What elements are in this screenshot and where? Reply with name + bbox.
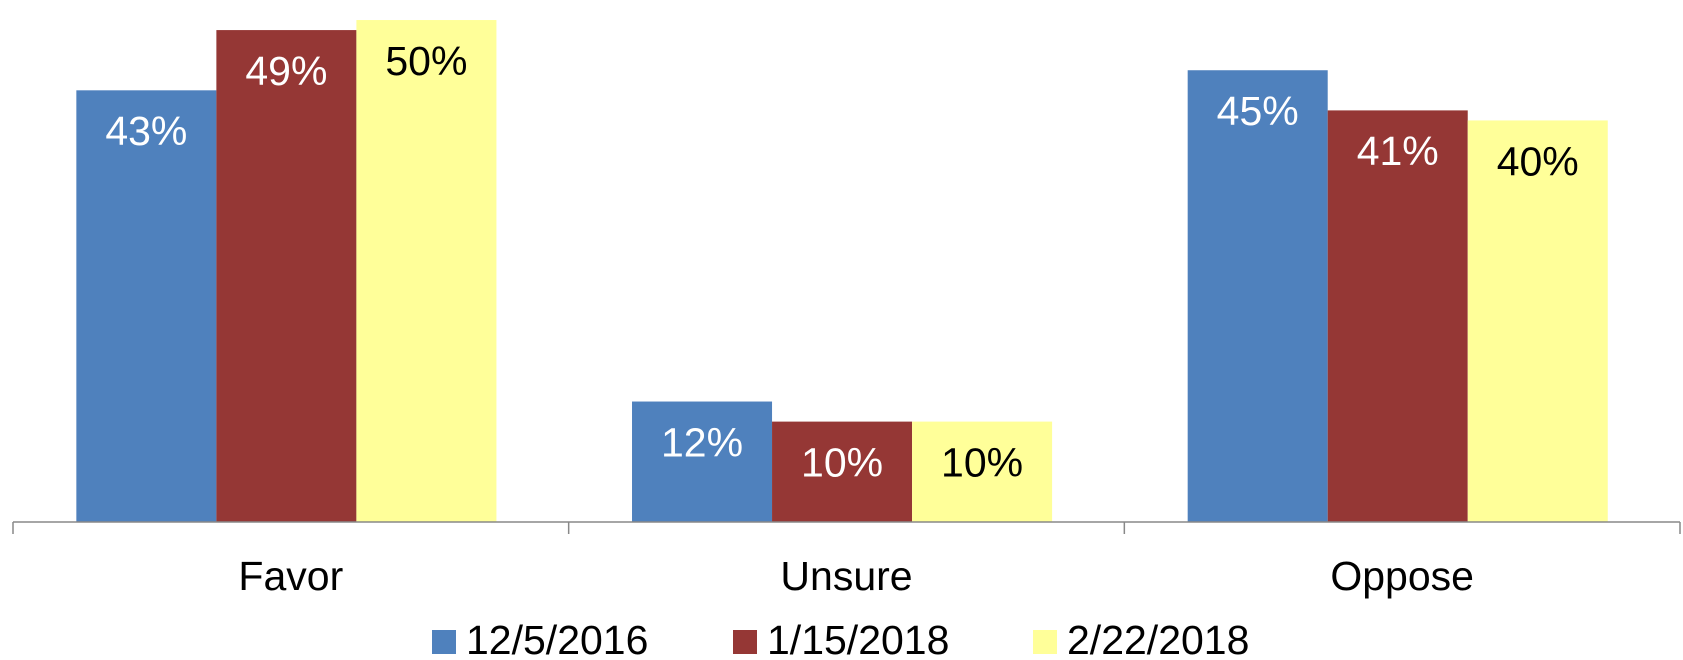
x-tick-label: Oppose	[1330, 553, 1474, 599]
x-tick-label: Unsure	[780, 553, 912, 599]
legend-label: 1/15/2018	[767, 617, 949, 660]
bar	[216, 30, 357, 523]
bar	[356, 20, 497, 522]
bar	[912, 421, 1053, 522]
data-label: 43%	[105, 108, 187, 154]
data-label: 40%	[1497, 138, 1579, 184]
x-tick-label: Favor	[238, 553, 343, 599]
bar	[1467, 120, 1608, 523]
data-label: 12%	[661, 419, 743, 465]
bar	[632, 401, 773, 522]
bar	[1327, 110, 1468, 523]
legend-swatch	[1033, 630, 1057, 654]
data-label: 41%	[1357, 128, 1439, 174]
data-label: 10%	[801, 439, 883, 485]
bar	[772, 421, 913, 522]
data-label: 45%	[1217, 88, 1299, 134]
legend-label: 2/22/2018	[1067, 617, 1249, 660]
bar	[1187, 70, 1328, 522]
data-label: 10%	[941, 439, 1023, 485]
legend-label: 12/5/2016	[466, 617, 648, 660]
bar	[76, 90, 217, 523]
legend-swatch	[432, 630, 456, 654]
data-label: 49%	[245, 48, 327, 94]
data-label: 50%	[385, 38, 467, 84]
legend-swatch	[733, 630, 757, 654]
